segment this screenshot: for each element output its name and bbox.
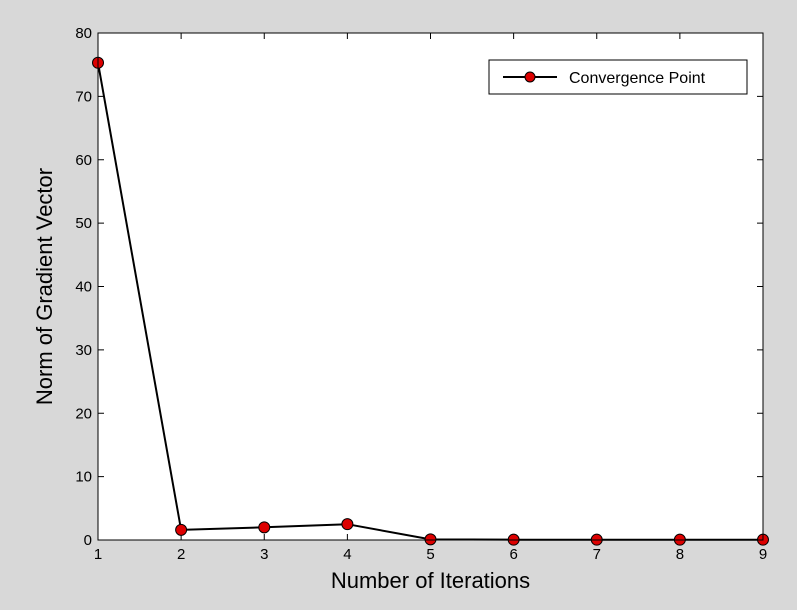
y-tick-label: 80 <box>75 25 92 42</box>
x-tick-label: 6 <box>509 546 517 563</box>
y-tick-label: 60 <box>75 152 92 169</box>
y-tick-label: 50 <box>75 215 92 232</box>
x-tick-label: 9 <box>759 546 767 563</box>
legend-label: Convergence Point <box>569 70 706 87</box>
y-tick-label: 0 <box>84 532 92 549</box>
x-axis-label: Number of Iterations <box>331 568 530 593</box>
y-tick-label: 40 <box>75 279 92 296</box>
x-tick-label: 7 <box>593 546 601 563</box>
data-point <box>175 523 188 536</box>
data-point <box>424 533 437 546</box>
y-axis-label: Norm of Gradient Vector <box>32 168 57 405</box>
x-tick-label: 2 <box>177 546 185 563</box>
plot-area <box>98 33 763 540</box>
legend: Convergence Point <box>488 59 748 95</box>
y-tick-label: 70 <box>75 88 92 105</box>
axes-frame <box>97 32 764 541</box>
x-tick-label: 5 <box>426 546 434 563</box>
legend-marker-sample <box>524 71 536 83</box>
data-point <box>341 518 354 531</box>
y-tick-label: 30 <box>75 342 92 359</box>
y-tick-label: 10 <box>75 469 92 486</box>
x-tick-label: 1 <box>94 546 102 563</box>
x-tick-label: 3 <box>260 546 268 563</box>
y-tick-label: 20 <box>75 405 92 422</box>
data-point <box>258 521 271 534</box>
x-tick-label: 4 <box>343 546 351 563</box>
x-tick-label: 8 <box>676 546 684 563</box>
